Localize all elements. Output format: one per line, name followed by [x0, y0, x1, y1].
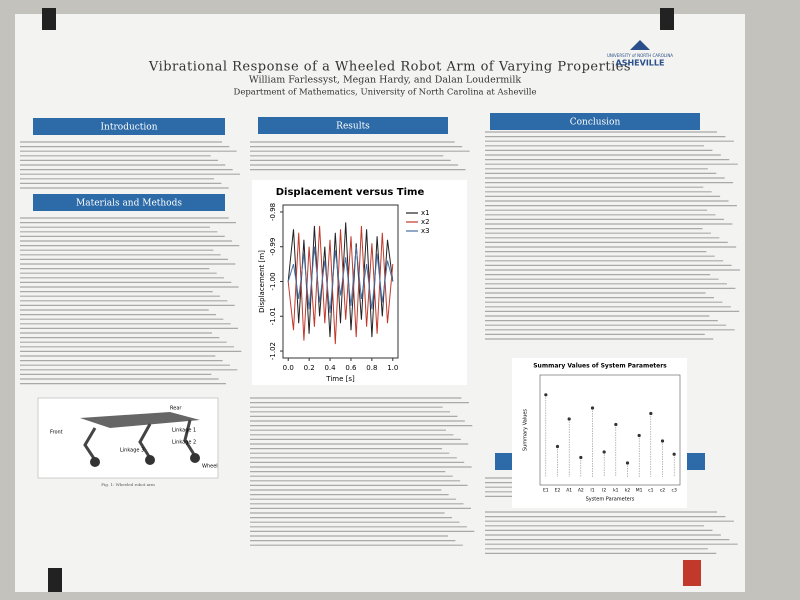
wheel: [90, 457, 100, 467]
clip: [683, 560, 701, 586]
y-tick-label: -0.98: [269, 203, 277, 221]
x-tick-label: E2: [555, 488, 561, 494]
x-tick-label: 0.6: [345, 364, 357, 372]
dot: [637, 433, 641, 438]
x-tick-label: 1.0: [387, 364, 398, 372]
dot: [544, 393, 548, 397]
dot: [672, 452, 676, 456]
section-heading: Conclusion: [570, 118, 621, 128]
figure-frame: [37, 397, 219, 479]
authors: William Farlessyst, Megan Hardy, and Dal…: [249, 75, 522, 86]
series-line: [287, 246, 394, 313]
x-tick-label: E1: [543, 488, 549, 494]
dot: [590, 406, 595, 410]
clip: [660, 8, 674, 30]
x-tick-label: I1: [590, 488, 594, 494]
y-tick-label: -1.01: [269, 307, 277, 325]
x-tick-label: 0.8: [366, 364, 377, 372]
x-axis-label: System Parameters: [586, 497, 635, 503]
section-heading-bar: [258, 117, 448, 134]
figure-label: Rear: [170, 406, 182, 412]
affiliation: Department of Mathematics, University of…: [234, 88, 537, 98]
figure-label: Wheel: [202, 464, 218, 470]
section-heading-bar: [33, 194, 225, 211]
chart-title: Summary Values of System Parameters: [533, 363, 667, 370]
x-tick-label: 0.4: [324, 364, 336, 372]
x-tick-label: c3: [671, 488, 676, 494]
figure-label: Front: [50, 430, 63, 436]
section-heading: Results: [336, 122, 370, 132]
y-axis-label: Displacement [m]: [258, 250, 266, 313]
figure-caption: Fig. 1: Wheeled robot arm: [101, 482, 155, 487]
legend-label: x1: [421, 209, 430, 217]
dot: [555, 444, 560, 449]
dot: [625, 461, 630, 465]
wheel: [190, 453, 200, 463]
x-tick-label: I2: [602, 488, 606, 494]
x-tick-label: A1: [566, 488, 572, 494]
chart-frame: [512, 358, 687, 508]
dot: [649, 411, 653, 416]
y-axis-label: Summary Values: [523, 409, 529, 451]
robot-body: [80, 412, 200, 428]
logo-icon: [630, 40, 650, 50]
x-tick-label: c2: [660, 488, 665, 494]
chart-title: Displacement versus Time: [276, 187, 425, 198]
x-tick-label: k2: [625, 488, 631, 494]
section-heading-bar: [33, 118, 225, 135]
poster-title: Vibrational Response of a Wheeled Robot …: [148, 60, 631, 75]
figure-label: Linkage 2: [172, 440, 196, 446]
dot: [567, 417, 571, 421]
section-heading: Materials and Methods: [76, 199, 182, 209]
legend-label: x3: [421, 227, 430, 235]
x-axis-label: Time [s]: [325, 375, 355, 383]
logo-line: UNIVERSITY of NORTH CAROLINA: [607, 53, 673, 58]
legend-label: x2: [421, 218, 430, 226]
dot: [579, 455, 583, 460]
robot-legs: [83, 419, 197, 461]
wheel: [145, 455, 155, 465]
section-heading-bar: [490, 113, 700, 130]
x-tick-label: 0.2: [304, 364, 315, 372]
y-tick-label: -1.00: [269, 272, 277, 290]
dot: [660, 439, 665, 443]
x-tick-label: k1: [613, 488, 619, 494]
x-tick-label: 0.0: [283, 364, 294, 372]
plot-frame: [539, 374, 681, 486]
dot: [602, 450, 606, 454]
dot: [614, 422, 618, 427]
y-tick-label: -1.02: [269, 342, 277, 360]
logo-name: ASHEVILLE: [616, 59, 665, 68]
clip: [42, 8, 56, 30]
series-line: [287, 225, 394, 345]
x-tick-label: M1: [636, 488, 643, 494]
robot-figure: Rear Linkage 1 Linkage 2 Linkage 3 Front…: [37, 397, 219, 479]
clip: [48, 568, 62, 592]
x-tick-label: A2: [578, 488, 584, 494]
figure-label: Linkage 3: [120, 448, 144, 454]
section-heading: Introduction: [101, 123, 158, 133]
x-tick-label: c1: [648, 488, 653, 494]
figure-label: Linkage 1: [172, 428, 196, 434]
y-tick-label: -0.99: [269, 238, 277, 256]
